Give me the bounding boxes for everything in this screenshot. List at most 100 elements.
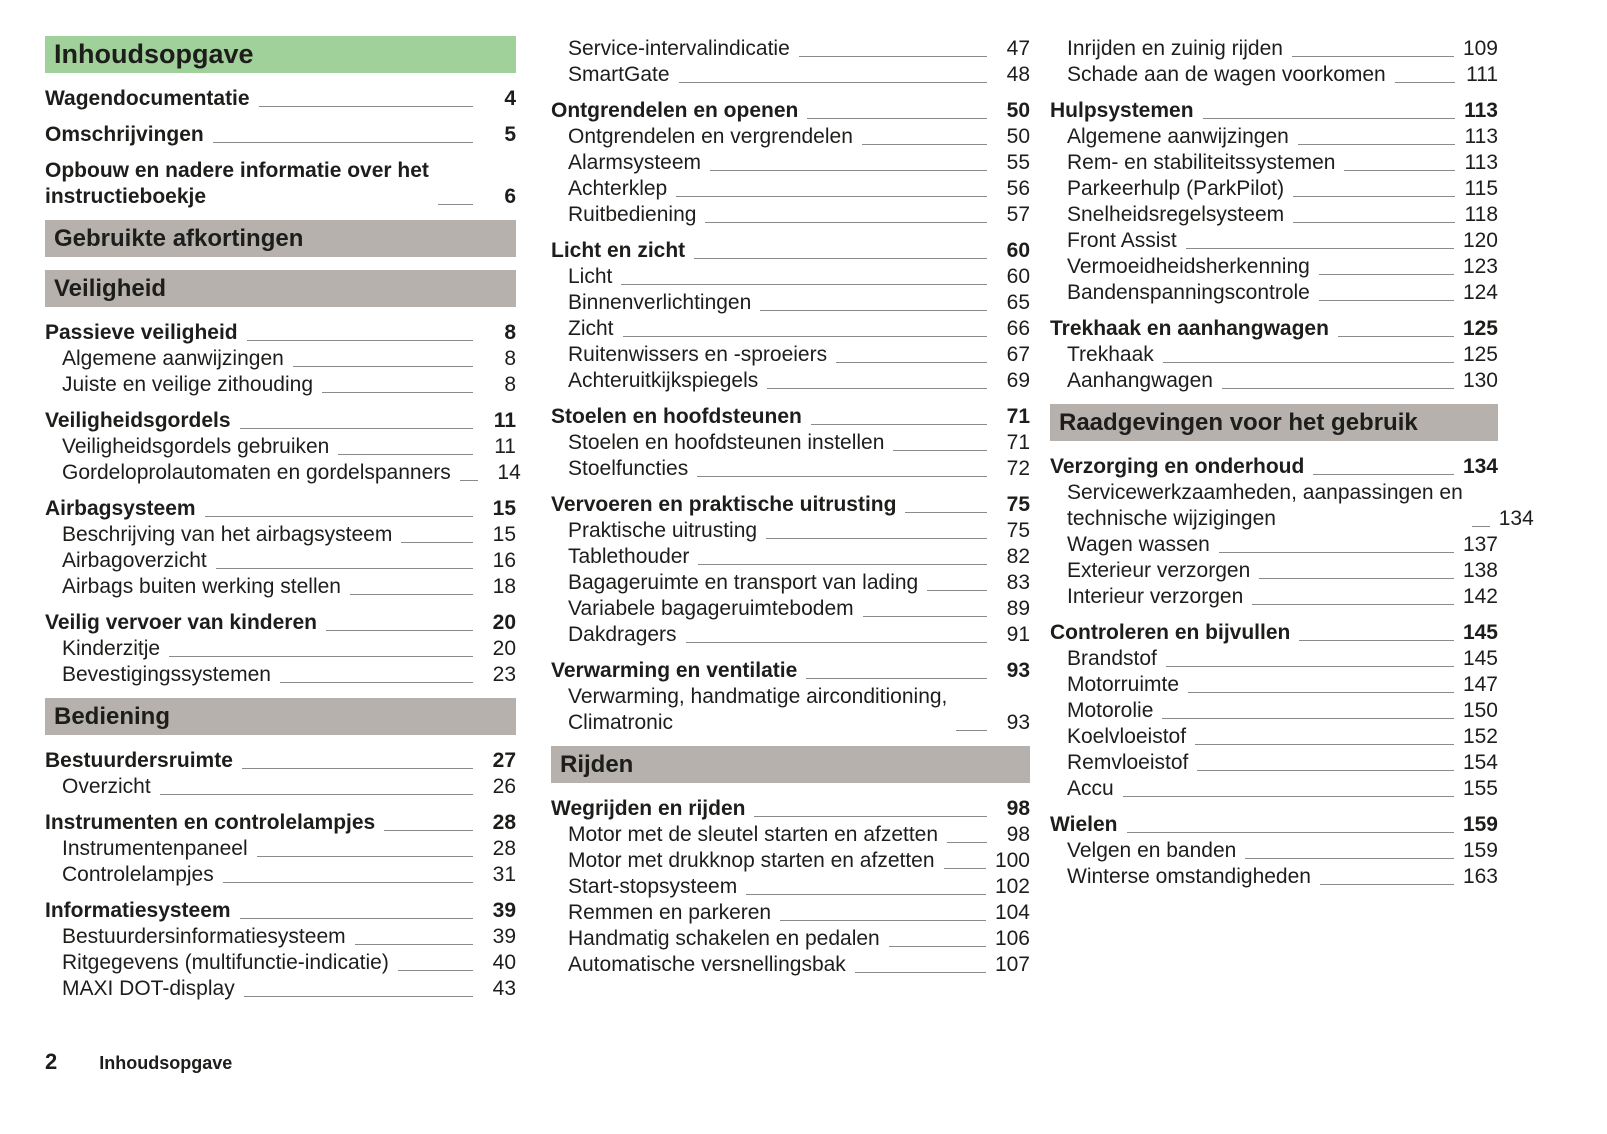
toc-leader-line: [204, 516, 473, 517]
toc-leader-line: [1188, 692, 1454, 693]
toc-entry-label: Vermoeidheidsherkenning: [1067, 255, 1310, 278]
toc-entry: Motor met drukknop starten en afzetten 10…: [551, 848, 1030, 874]
toc-title-banner: Inhoudsopgave: [45, 36, 516, 73]
toc-entry-label: Tablethouder: [568, 545, 690, 568]
toc-entry: Brandstof 145: [1050, 646, 1498, 672]
toc-leader-line: [1471, 526, 1490, 527]
toc-entry: Ritgegevens (multifunctie-indicatie) 40: [45, 950, 516, 976]
toc-entry-label: Rem- en stabiliteitssystemen: [1067, 151, 1336, 174]
toc-leader-line: [1394, 82, 1455, 83]
toc-leader-line: [893, 450, 987, 451]
toc-entry: Achterklep 56: [551, 176, 1030, 202]
toc-leader-line: [943, 868, 986, 869]
toc-leader-line: [685, 642, 987, 643]
toc-entry-label: Variabele bagageruimtebodem: [568, 597, 854, 620]
toc-entry-label: Binnenverlichtingen: [568, 291, 752, 314]
toc-entry-page: 8: [504, 321, 516, 344]
toc-entry: Stoelen en hoofdsteunen instellen 71: [551, 430, 1030, 456]
toc-entry-page: 39: [492, 899, 516, 922]
toc-entry-page: 154: [1462, 751, 1498, 774]
toc-entry-label: Stoelfuncties: [568, 457, 689, 480]
toc-leader-line: [1126, 832, 1454, 833]
toc-entry-page: 8: [504, 347, 516, 370]
toc-entry-page: 163: [1462, 865, 1498, 888]
toc-entry-page: 6: [504, 185, 516, 208]
toc-entry-label: Airbagsysteem: [45, 497, 196, 520]
toc-entry-page: 145: [1462, 621, 1498, 644]
toc-entry: Opbouw en nadere informatie over het inst…: [45, 158, 516, 210]
toc-group: Hulpsystemen 113 Algemene aanwijzingen 113 R…: [1050, 98, 1498, 306]
toc-entry-label: Brandstof: [1067, 647, 1157, 670]
toc-entry-page: 57: [1006, 203, 1030, 226]
toc-entry-page: 60: [1006, 265, 1030, 288]
section-banner: Gebruikte afkortingen: [45, 220, 516, 257]
toc-entry-page: 113: [1464, 99, 1498, 122]
toc-entry-label: Bandenspanningscontrole: [1067, 281, 1310, 304]
toc-leader-line: [698, 564, 987, 565]
toc-leader-line: [1252, 604, 1454, 605]
toc-leader-line: [1221, 388, 1454, 389]
toc-entry-label: Kinderzitje: [62, 637, 161, 660]
toc-leader-line: [239, 918, 473, 919]
toc-entry-page: 159: [1462, 839, 1498, 862]
toc-entry-page: 137: [1462, 533, 1498, 556]
toc-leader-line: [397, 970, 473, 971]
toc-entry-page: 98: [1006, 797, 1030, 820]
toc-leader-line: [1162, 362, 1454, 363]
toc-group: Instrumenten en controlelampjes 28 Instrum…: [45, 810, 516, 888]
toc-entry-label: Licht en zicht: [551, 239, 686, 262]
toc-entry-page: 66: [1006, 317, 1030, 340]
toc-leader-line: [1293, 196, 1455, 197]
toc-leader-line: [862, 616, 987, 617]
toc-entry-page: 120: [1462, 229, 1498, 252]
toc-group: Trekhaak en aanhangwagen 125 Trekhaak 125 Aa…: [1050, 316, 1498, 394]
toc-leader-line: [1318, 300, 1454, 301]
toc-entry-label: Passieve veiligheid: [45, 321, 238, 344]
toc-entry: Veiligheidsgordels gebruiken 11: [45, 434, 516, 460]
toc-entry: Wielen 159: [1050, 812, 1498, 838]
toc-entry-page: 123: [1462, 255, 1498, 278]
toc-entry: Alarmsysteem 55: [551, 150, 1030, 176]
toc-leader-line: [1218, 552, 1454, 553]
toc-entry-label: Dakdragers: [568, 623, 677, 646]
toc-leader-line: [754, 816, 987, 817]
toc-leader-line: [1291, 56, 1454, 57]
toc-entry-label: Motor met drukknop starten en afzetten: [568, 849, 935, 872]
toc-entry-label: Gordeloprolautomaten en gordelspanners: [62, 461, 451, 484]
toc-entry: Trekhaak en aanhangwagen 125: [1050, 316, 1498, 342]
toc-entry-page: 11: [493, 409, 516, 432]
toc-leader-line: [956, 730, 987, 731]
toc-entry-page: 138: [1462, 559, 1498, 582]
toc-entry-page: 11: [494, 435, 516, 458]
toc-entry: Wagendocumentatie 4: [45, 86, 516, 112]
toc-entry-page: 67: [1006, 343, 1030, 366]
toc-entry-page: 31: [492, 863, 516, 886]
toc-entry-page: 159: [1462, 813, 1498, 836]
toc-leader-line: [836, 362, 987, 363]
toc-leader-line: [1337, 336, 1454, 337]
toc-entry-label: Motorruimte: [1067, 673, 1180, 696]
toc-entry-label: Verwarming en ventilatie: [551, 659, 798, 682]
toc-leader-line: [678, 82, 987, 83]
toc-entry-page: 8: [504, 373, 516, 396]
toc-leader-line: [292, 366, 473, 367]
toc-entry: Beschrijving van het airbagsysteem 15: [45, 522, 516, 548]
toc-entry-page: 71: [1006, 431, 1030, 454]
toc-group: Omschrijvingen 5: [45, 122, 516, 148]
toc-leader-line: [437, 204, 473, 205]
toc-entry-page: 18: [492, 575, 516, 598]
toc-entry-page: 50: [1006, 99, 1030, 122]
toc-leader-line: [459, 480, 478, 481]
toc-leader-line: [325, 630, 473, 631]
toc-entry: Automatische versnellingsbak 107: [551, 952, 1030, 978]
toc-group: Licht en zicht 60 Licht 60 Binnenverlichting…: [551, 238, 1030, 394]
toc-leader-line: [159, 794, 473, 795]
toc-entry-page: 75: [1006, 519, 1030, 542]
toc-leader-line: [767, 388, 987, 389]
toc-leader-line: [169, 656, 473, 657]
toc-entry-label: Opbouw en nadere informatie over het inst…: [45, 159, 429, 208]
toc-entry-label: Parkeerhulp (ParkPilot): [1067, 177, 1285, 200]
toc-entry-page: 40: [492, 951, 516, 974]
footer-title: Inhoudsopgave: [99, 1053, 233, 1073]
toc-leader-line: [760, 310, 987, 311]
